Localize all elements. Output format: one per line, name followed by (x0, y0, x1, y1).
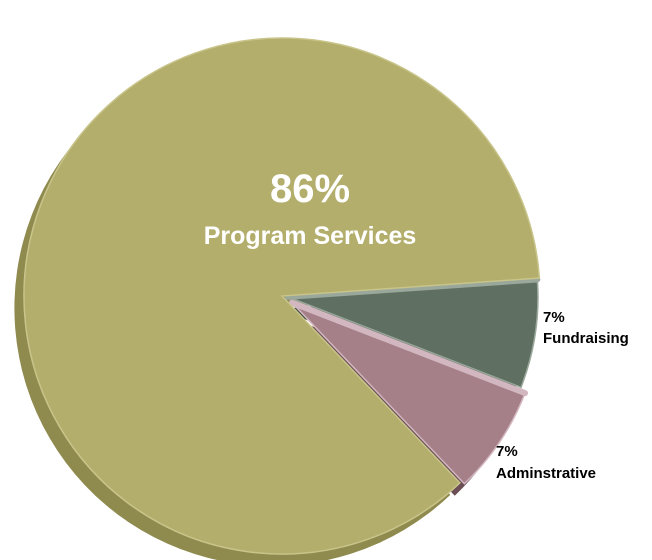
slice-value-label-adminstrative: 7% (496, 443, 518, 460)
slice-name-label-program-services: Program Services (204, 222, 417, 250)
slice-value-label-fundraising: 7% (543, 309, 565, 326)
pie-slices (23, 37, 541, 555)
slice-value-label-program-services: 86% (270, 167, 350, 211)
slice-bevel-fundraising (284, 276, 541, 300)
slice-bevel-adminstrative (288, 299, 529, 397)
slice-program-services (23, 37, 541, 555)
slice-name-label-fundraising: Fundraising (543, 330, 629, 347)
slice-name-label-adminstrative: Adminstrative (496, 465, 596, 482)
